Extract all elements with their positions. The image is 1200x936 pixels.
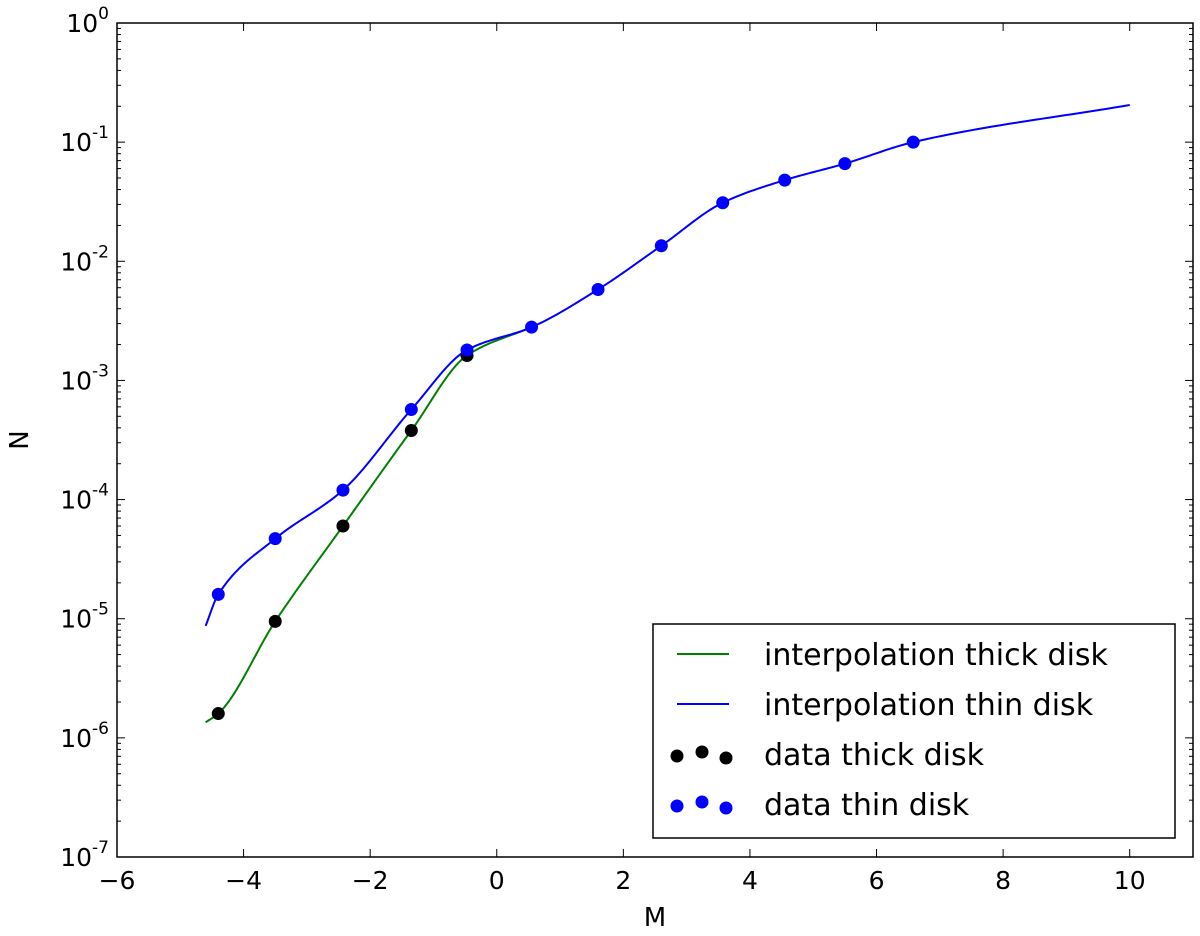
legend: interpolation thick disk interpolation th… [652, 623, 1176, 839]
y-tick-label: 100 [66, 4, 109, 38]
legend-point-swatch [670, 799, 684, 813]
data-point [716, 196, 730, 210]
data-point [404, 403, 418, 417]
legend-point-swatch [670, 749, 684, 763]
legend-label: data thin disk [764, 788, 970, 823]
x-tick-label: 2 [615, 866, 631, 895]
y-tick-label: 10-6 [60, 719, 109, 753]
x-tick-label: 4 [742, 866, 758, 895]
legend-label: interpolation thin disk [764, 688, 1094, 723]
y-tick-label: 10-7 [60, 838, 109, 872]
axes-frame [116, 22, 1194, 858]
data-point [838, 157, 852, 171]
y-tick-label: 10-5 [60, 600, 109, 634]
data-point [268, 614, 282, 628]
legend-point-swatch [719, 751, 733, 765]
data-point [268, 532, 282, 546]
plot-area [204, 104, 1130, 724]
y-tick-label: 10-1 [60, 123, 109, 157]
legend-box [652, 623, 1176, 839]
x-axis-label: M [644, 903, 666, 933]
data-point [654, 239, 668, 253]
data-point [778, 173, 792, 187]
legend-point-swatch [695, 745, 709, 759]
x-tick-label: −2 [352, 866, 389, 895]
y-tick-label: 10-2 [60, 242, 109, 276]
data-point [460, 343, 474, 357]
y-axis-label: N [5, 430, 35, 449]
data-point [211, 707, 225, 721]
x-tick-label: 0 [489, 866, 505, 895]
legend-label: data thick disk [764, 738, 985, 773]
legend-point-swatch [719, 801, 733, 815]
data-point [525, 320, 539, 334]
x-tick-label: 8 [995, 866, 1011, 895]
legend-point-swatch [695, 795, 709, 809]
axis-ticks: −6 −4 −2 0 2 4 6 8 10 10-7 10-6 10-5 10-4 10-3 10-2 10-… [60, 4, 1193, 895]
y-tick-label: 10-4 [60, 481, 109, 515]
data-point [591, 282, 605, 296]
series-line [205, 326, 532, 724]
x-tick-label: 10 [1114, 866, 1146, 895]
data-point [336, 519, 350, 533]
data-point [404, 423, 418, 437]
y-tick-label: 10-3 [60, 361, 109, 395]
x-tick-label: −4 [225, 866, 262, 895]
x-tick-label: 6 [869, 866, 885, 895]
data-point [336, 483, 350, 497]
data-point [906, 135, 920, 149]
x-tick-label: −6 [99, 866, 136, 895]
data-point [211, 587, 225, 601]
series-line [204, 104, 1130, 627]
legend-label: interpolation thick disk [764, 638, 1109, 673]
